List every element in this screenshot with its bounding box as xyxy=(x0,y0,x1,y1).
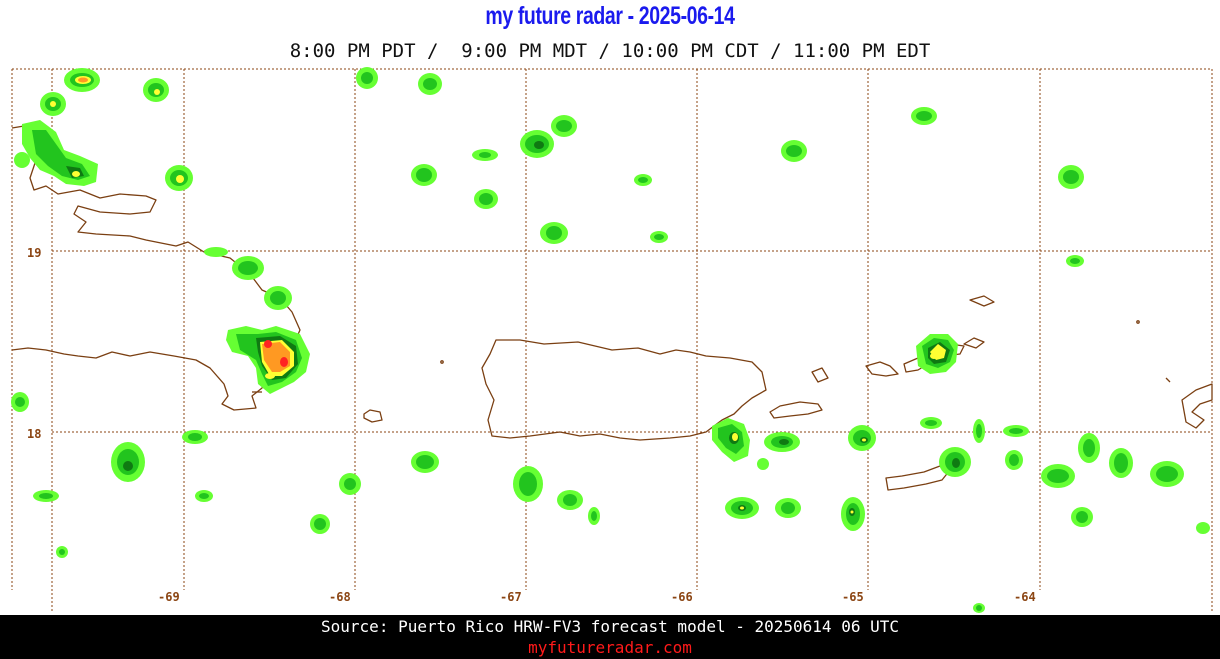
coast-hispaniola-north xyxy=(11,125,301,359)
lat-label-18: 18 xyxy=(27,427,41,441)
precip-cell-dr-east-band xyxy=(204,247,292,310)
precip-cell-dr-storm xyxy=(226,326,310,394)
lat-label-19: 19 xyxy=(27,246,41,260)
precip-cell-nw-coast xyxy=(22,120,98,186)
lon-label-67: -67 xyxy=(500,590,522,604)
lon-label-65: -65 xyxy=(842,590,864,604)
precip-cells-east xyxy=(920,417,1210,613)
coast-anguilla-st-martin xyxy=(1165,377,1171,383)
precip-cell-nw-3 xyxy=(143,78,169,102)
time-zones-line: 8:00 PM PDT / 9:00 PM MDT / 10:00 PM CDT… xyxy=(289,40,931,62)
coast-anegada xyxy=(969,295,995,307)
coast-mona-island xyxy=(363,409,383,423)
coast-culebra xyxy=(811,367,829,383)
coast-hispaniola-south xyxy=(11,347,281,411)
coast-virgin-gorda xyxy=(963,337,985,349)
footer-bar: Source: Puerto Rico HRW-FV3 forecast mod… xyxy=(0,615,1220,659)
precip-cell-nw-2 xyxy=(40,92,66,116)
precip-layer xyxy=(11,67,1210,613)
precip-cells-scattered xyxy=(33,67,1084,558)
lat-lon-grid xyxy=(11,68,1213,612)
precip-cell-small-w xyxy=(11,152,30,412)
lon-label-64: -64 xyxy=(1014,590,1036,604)
coast-st-thomas xyxy=(865,361,899,377)
source-text: Source: Puerto Rico HRW-FV3 forecast mod… xyxy=(321,617,899,636)
lon-label-68: -68 xyxy=(329,590,351,604)
precip-cells-east-pr xyxy=(712,418,876,531)
coast-sombrero xyxy=(1136,320,1140,324)
lon-label-66: -66 xyxy=(671,590,693,604)
coast-puerto-rico xyxy=(481,339,767,441)
precip-cell-nw-top xyxy=(64,68,100,92)
site-link[interactable]: myfutureradar.com xyxy=(528,638,692,657)
coast-vieques xyxy=(769,401,823,419)
coast-desecheo xyxy=(440,360,444,364)
lon-label-69: -69 xyxy=(158,590,180,604)
coast-st-croix xyxy=(885,465,951,491)
page-title: my future radar - 2025-06-14 xyxy=(485,2,735,30)
precip-cell-nw-4 xyxy=(165,165,193,191)
coast-antigua-area xyxy=(1181,383,1213,429)
precip-cell-bvi-storm xyxy=(916,334,958,374)
